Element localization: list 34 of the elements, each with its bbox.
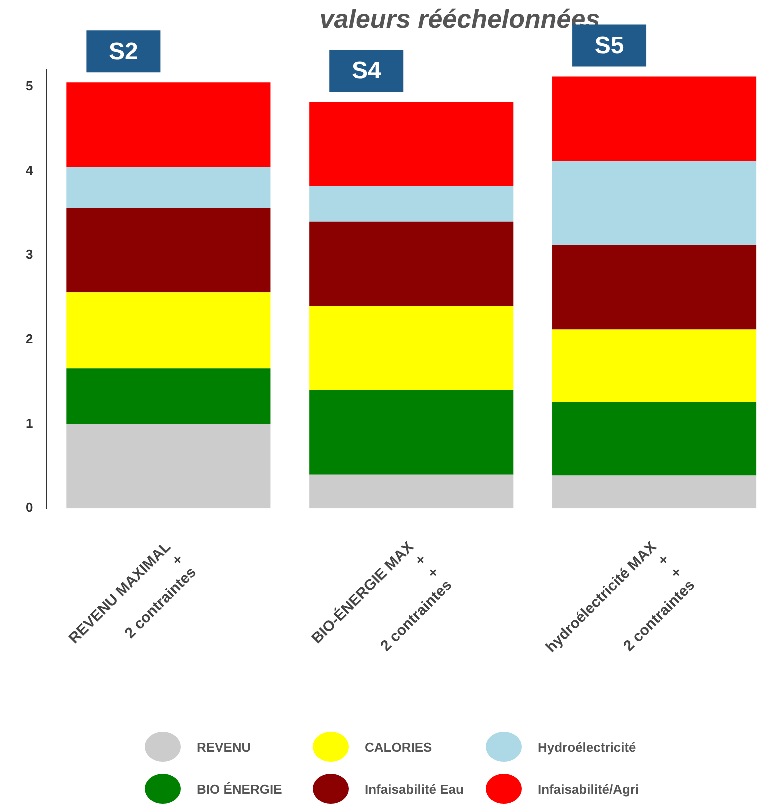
bar: [66, 208, 271, 293]
y-tick-label: 0: [26, 500, 34, 516]
bar: [552, 476, 757, 509]
bar: [66, 424, 271, 509]
y-tick-label: 1: [26, 416, 34, 431]
bar: [66, 368, 271, 424]
legend-label: CALORIES: [365, 740, 432, 754]
bar: [552, 161, 757, 246]
y-tick-label: 5: [26, 78, 34, 94]
legend-label: BIO ÉNERGIE: [197, 782, 282, 796]
bar: [310, 186, 514, 222]
chart-title: valeurs rééchelonnées: [318, 4, 602, 35]
bar: [310, 222, 514, 306]
legend-label: REVENU: [197, 740, 252, 754]
legend-label: Infaisabilité Eau: [365, 782, 464, 796]
bar: [310, 102, 514, 186]
bar: [310, 390, 514, 475]
bar: [66, 166, 271, 208]
bar: [310, 306, 514, 390]
y-tick-label: 4: [26, 162, 34, 178]
annotation: S4: [352, 58, 382, 85]
y-tick-label: 2: [26, 331, 34, 346]
bar: [552, 245, 757, 330]
legend-label: Hydroélectricité: [538, 740, 636, 754]
bar: [552, 402, 757, 476]
bar: [66, 292, 271, 369]
text: S5: [594, 32, 624, 60]
y-tick-label: 3: [26, 247, 34, 262]
bar: [66, 82, 271, 167]
bar: [310, 474, 514, 509]
bar: [552, 330, 757, 402]
text: S2: [109, 38, 138, 66]
bar: [552, 76, 757, 162]
legend-label: Infaisabilité/Agri: [538, 782, 640, 796]
